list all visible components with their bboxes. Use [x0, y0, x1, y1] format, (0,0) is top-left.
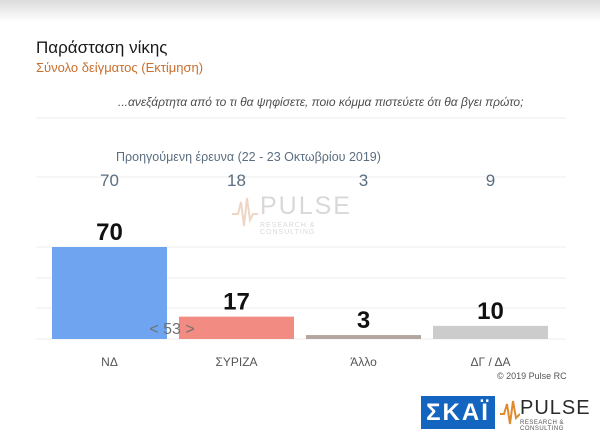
survey-question: ...ανεξάρτητα από το τι θα ψηφίσετε, ποι… [118, 95, 524, 109]
previous-values: 70 18 3 9 [100, 171, 495, 190]
pulse-logo-wave-icon [500, 400, 520, 425]
value-label-3: 10 [477, 298, 504, 325]
previous-value-2: 3 [359, 171, 368, 190]
category-label-2: Άλλο [350, 355, 377, 369]
value-label-0: 70 [96, 219, 123, 246]
bar-1 [179, 316, 294, 339]
chart-title: Παράσταση νίκης [36, 38, 168, 57]
watermark-brand: PULSE [260, 192, 352, 220]
bar-3 [433, 325, 548, 339]
watermark-tagline: RESEARCH & CONSULTING [260, 222, 316, 236]
previous-value-1: 18 [227, 171, 246, 190]
previous-survey-label: Προηγούμενη έρευνα (22 - 23 Οκτωβρίου 20… [116, 150, 381, 164]
bars [52, 247, 548, 339]
pulse-logo-tagline: RESEARCH & CONSULTING [520, 420, 565, 432]
pulse-wave-icon [232, 197, 258, 227]
previous-value-3: 9 [486, 171, 495, 190]
category-label-3: ΔΓ / ΔΑ [471, 355, 511, 369]
difference-annotation: < 53 > [149, 321, 194, 338]
pulse-watermark: PULSE RESEARCH & CONSULTING [232, 192, 372, 240]
pulse-logo: PULSE RESEARCH & CONSULTING [500, 396, 596, 432]
top-shadow [0, 0, 600, 22]
value-label-1: 17 [223, 289, 250, 316]
value-labels: 70 17 3 10 [96, 219, 504, 334]
copyright: © 2019 Pulse RC [497, 371, 567, 381]
category-label-0: ΝΔ [101, 355, 118, 369]
category-labels: ΝΔ ΣΥΡΙΖΑ Άλλο ΔΓ / ΔΑ [101, 355, 510, 369]
skai-logo: ΣΚΑΪ [421, 396, 495, 429]
category-label-1: ΣΥΡΙΖΑ [215, 355, 257, 369]
value-label-2: 3 [357, 307, 370, 334]
chart-subtitle: Σύνολο δείγματος (Εκτίμηση) [36, 60, 204, 75]
bar-2 [306, 335, 421, 339]
pulse-logo-text: PULSE [520, 397, 591, 419]
bar-0 [52, 247, 167, 339]
previous-value-0: 70 [100, 171, 119, 190]
